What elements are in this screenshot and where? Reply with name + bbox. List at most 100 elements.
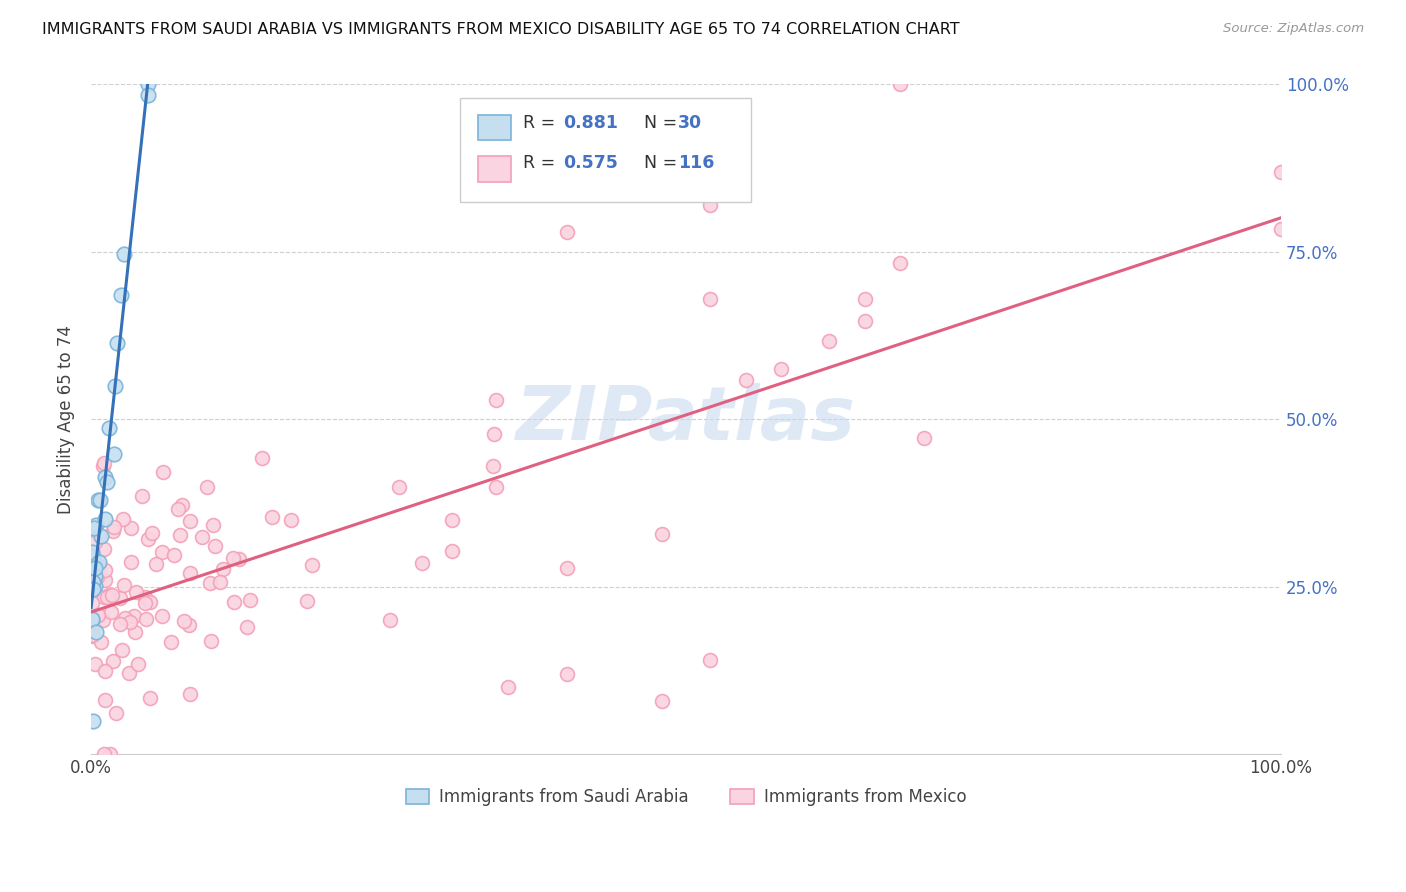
Point [94,512,117,526]
Point [114,246,136,260]
Point [94,470,117,484]
Point [202,518,225,533]
Point [179,687,201,701]
Point [134,590,156,604]
Point [125,585,148,599]
Point [485,480,508,494]
Point [87,555,110,569]
Point [80,612,103,626]
Point [912,431,935,445]
Point [136,532,159,546]
Point [82,553,104,567]
Point [179,566,201,580]
Point [555,666,578,681]
Point [93,590,115,604]
Point [200,634,222,648]
Point [236,620,259,634]
Point [83,612,105,626]
Point [114,611,136,625]
Legend: Immigrants from Saudi Arabia, Immigrants from Mexico: Immigrants from Saudi Arabia, Immigrants… [399,781,973,813]
Point [82,629,104,643]
Text: 0.881: 0.881 [564,114,619,132]
Point [131,489,153,503]
Point [93,747,115,762]
Point [82,714,104,728]
Point [136,87,159,102]
Point [98,421,121,435]
Point [817,334,839,349]
Point [139,691,162,706]
Point [150,544,173,558]
Point [104,706,127,721]
Point [87,529,110,543]
Point [93,613,115,627]
Text: 116: 116 [678,154,714,172]
Point [80,545,103,559]
Point [101,588,124,602]
Point [122,609,145,624]
Point [103,654,125,668]
Point [134,596,156,610]
Point [124,624,146,639]
Point [280,513,302,527]
Text: R =: R = [523,114,561,132]
Point [90,635,112,649]
Point [94,693,117,707]
Point [496,680,519,694]
Point [252,450,274,465]
Text: Source: ZipAtlas.com: Source: ZipAtlas.com [1223,22,1364,36]
Point [98,588,121,602]
Point [93,574,115,588]
Point [167,502,190,516]
Point [83,535,105,549]
Point [141,525,163,540]
FancyBboxPatch shape [478,156,512,182]
Point [87,608,110,623]
Point [80,613,103,627]
Point [555,225,578,239]
Point [152,465,174,479]
Point [198,576,221,591]
Text: IMMIGRANTS FROM SAUDI ARABIA VS IMMIGRANTS FROM MEXICO DISABILITY AGE 65 TO 74 C: IMMIGRANTS FROM SAUDI ARABIA VS IMMIGRAN… [42,22,960,37]
Point [84,561,107,575]
Point [179,514,201,528]
Point [120,521,142,535]
Point [82,556,104,570]
Point [87,492,110,507]
FancyBboxPatch shape [460,98,751,202]
Text: ZIPatlas: ZIPatlas [516,383,856,456]
Point [295,594,318,608]
Point [83,521,105,535]
Point [87,558,110,573]
Point [82,549,104,564]
Point [105,335,128,350]
Point [139,594,162,608]
Text: R =: R = [523,154,561,172]
Point [179,618,201,632]
Point [103,447,125,461]
Point [136,78,159,92]
FancyBboxPatch shape [478,114,512,140]
Point [80,575,103,590]
Point [94,664,117,678]
Point [190,530,212,544]
Point [96,475,118,489]
Point [87,608,110,623]
Point [484,426,506,441]
Point [411,556,433,570]
Point [89,492,111,507]
Point [145,557,167,571]
Point [91,459,114,474]
Point [889,78,911,92]
Point [112,512,135,526]
Point [127,657,149,671]
Point [651,527,673,541]
Point [197,480,219,494]
Point [163,548,186,562]
Point [82,550,104,565]
Point [222,551,245,566]
Point [90,528,112,542]
Point [110,287,132,301]
Point [101,524,124,538]
Point [228,551,250,566]
